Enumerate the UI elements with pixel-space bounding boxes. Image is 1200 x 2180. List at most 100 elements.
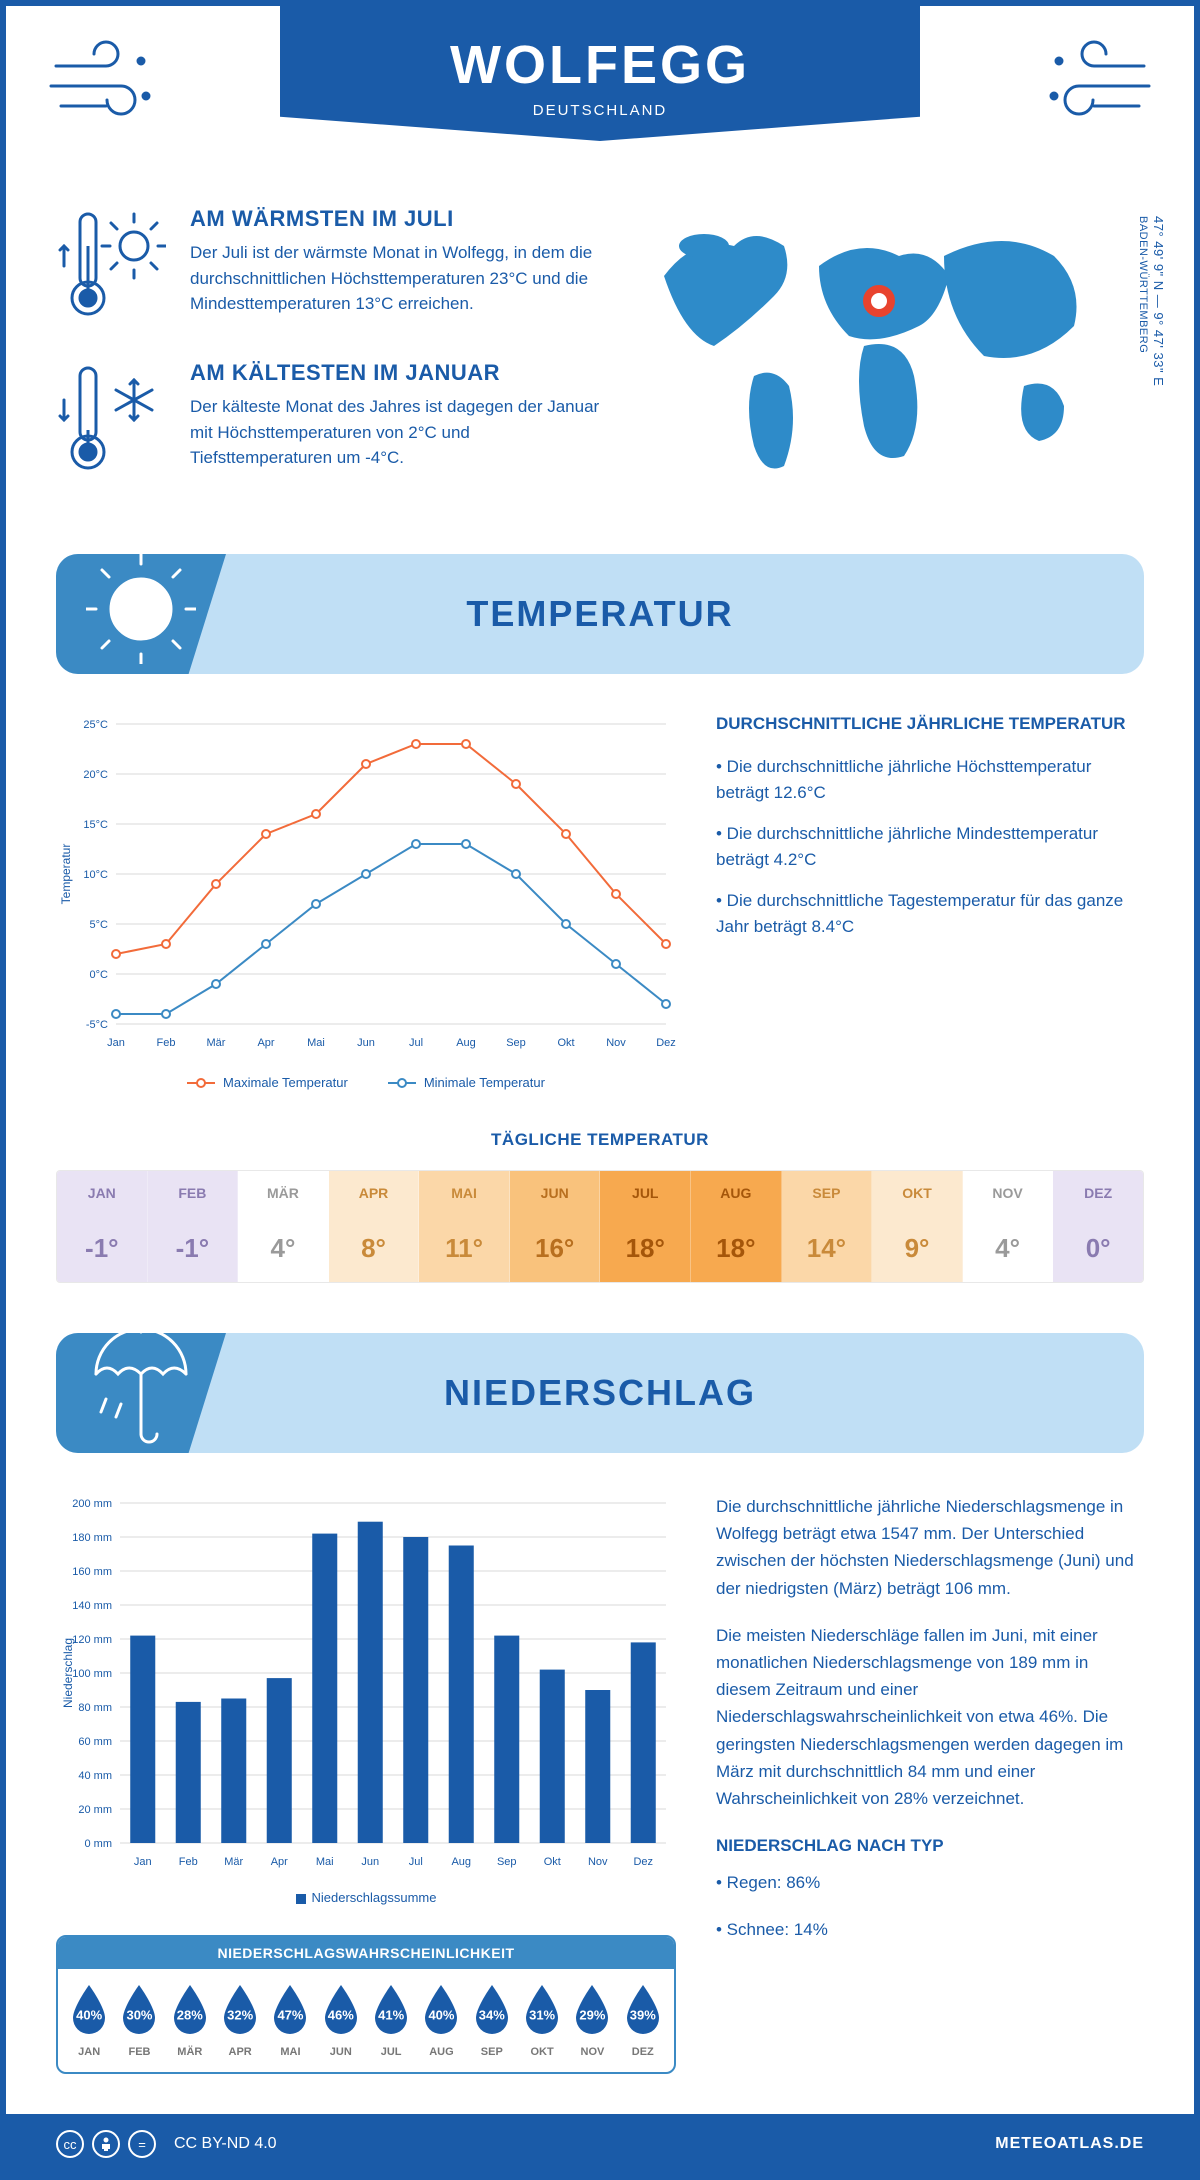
svg-text:Mai: Mai <box>307 1037 325 1049</box>
coordinates: 47° 49' 9" N — 9° 47' 33" E BADEN-WÜRTTE… <box>1136 216 1166 386</box>
section-title-temperature: TEMPERATUR <box>466 593 733 635</box>
prob-item: 34% SEP <box>467 1983 517 2058</box>
thermometer-snow-icon <box>56 360 166 480</box>
infographic-frame: WOLFEGG DEUTSCHLAND AM WÄRMSTEN IM JULI … <box>0 0 1200 2180</box>
svg-text:Dez: Dez <box>656 1037 676 1049</box>
daily-cell: MAI11° <box>419 1171 510 1282</box>
svg-text:80 mm: 80 mm <box>78 1702 112 1714</box>
svg-text:Apr: Apr <box>257 1037 274 1049</box>
svg-text:Jul: Jul <box>409 1037 423 1049</box>
temp-bullet-2: • Die durchschnittliche jährliche Mindes… <box>716 821 1144 872</box>
page-footer: cc = CC BY-ND 4.0 METEOATLAS.DE <box>6 2114 1194 2174</box>
cc-nd-icon: = <box>128 2130 156 2158</box>
precip-para-2: Die meisten Niederschläge fallen im Juni… <box>716 1622 1144 1812</box>
svg-text:Niederschlag: Niederschlag <box>61 1638 75 1708</box>
svg-text:120 mm: 120 mm <box>72 1634 112 1646</box>
daily-cell: NOV4° <box>963 1171 1054 1282</box>
temp-bullet-3: • Die durchschnittliche Tagestemperatur … <box>716 888 1144 939</box>
site-name: METEOATLAS.DE <box>995 2135 1144 2153</box>
page-title: WOLFEGG <box>280 34 920 96</box>
prob-item: 41% JUL <box>366 1983 416 2058</box>
svg-text:5°C: 5°C <box>90 919 109 931</box>
prob-item: 39% DEZ <box>618 1983 668 2058</box>
temp-bullet-1: • Die durchschnittliche jährliche Höchst… <box>716 754 1144 805</box>
cc-by-icon <box>92 2130 120 2158</box>
svg-text:Sep: Sep <box>506 1037 526 1049</box>
svg-text:Jun: Jun <box>357 1037 375 1049</box>
daily-cell: JUN16° <box>510 1171 601 1282</box>
license-text: CC BY-ND 4.0 <box>174 2135 277 2153</box>
climate-facts: AM WÄRMSTEN IM JULI Der Juli ist der wär… <box>56 206 604 514</box>
daily-temp-table: JAN-1°FEB-1°MÄR4°APR8°MAI11°JUN16°JUL18°… <box>56 1170 1144 1283</box>
title-banner: WOLFEGG DEUTSCHLAND <box>280 6 920 141</box>
fact-warmest: AM WÄRMSTEN IM JULI Der Juli ist der wär… <box>56 206 604 326</box>
fact-coldest: AM KÄLTESTEN IM JANUAR Der kälteste Mona… <box>56 360 604 480</box>
prob-item: 30% FEB <box>114 1983 164 2058</box>
prob-item: 31% OKT <box>517 1983 567 2058</box>
wind-icon-right <box>1034 36 1154 141</box>
world-map: 47° 49' 9" N — 9° 47' 33" E BADEN-WÜRTTE… <box>644 206 1144 514</box>
cc-icon: cc <box>56 2130 84 2158</box>
daily-cell: MÄR4° <box>238 1171 329 1282</box>
precipitation-content-row: 0 mm20 mm40 mm60 mm80 mm100 mm120 mm140 … <box>56 1493 1144 2074</box>
temperature-content-row: -5°C0°C5°C10°C15°C20°C25°CJanFebMärAprMa… <box>56 714 1144 1090</box>
prob-box-title: NIEDERSCHLAGSWAHRSCHEINLICHKEIT <box>58 1937 674 1969</box>
section-title-precipitation: NIEDERSCHLAG <box>444 1372 756 1414</box>
daily-cell: JUL18° <box>600 1171 691 1282</box>
temperature-line-chart: -5°C0°C5°C10°C15°C20°C25°CJanFebMärAprMa… <box>56 714 676 1090</box>
page-subtitle: DEUTSCHLAND <box>280 102 920 119</box>
svg-text:-5°C: -5°C <box>86 1019 108 1031</box>
daily-cell: AUG18° <box>691 1171 782 1282</box>
svg-text:Mai: Mai <box>316 1856 334 1868</box>
line-chart-legend: Maximale Temperatur Minimale Temperatur <box>56 1075 676 1090</box>
svg-text:Okt: Okt <box>544 1856 561 1868</box>
svg-text:180 mm: 180 mm <box>72 1532 112 1544</box>
header-banner-wrap: WOLFEGG DEUTSCHLAND <box>6 6 1194 176</box>
precip-type-rain: • Regen: 86% <box>716 1869 1144 1896</box>
prob-item: 29% NOV <box>567 1983 617 2058</box>
svg-text:Jul: Jul <box>409 1856 423 1868</box>
section-header-precipitation: NIEDERSCHLAG <box>56 1333 1144 1453</box>
daily-cell: OKT9° <box>872 1171 963 1282</box>
svg-text:60 mm: 60 mm <box>78 1736 112 1748</box>
raindrop-icon: 28% <box>165 1983 215 2040</box>
svg-text:Okt: Okt <box>557 1037 574 1049</box>
svg-text:Temperatur: Temperatur <box>59 844 73 905</box>
raindrop-icon: 31% <box>517 1983 567 2040</box>
sun-icon <box>56 554 226 674</box>
svg-text:Feb: Feb <box>179 1856 198 1868</box>
svg-text:0°C: 0°C <box>90 969 109 981</box>
raindrop-icon: 40% <box>64 1983 114 2040</box>
precip-para-1: Die durchschnittliche jährliche Niedersc… <box>716 1493 1144 1602</box>
prob-item: 32% APR <box>215 1983 265 2058</box>
svg-text:Jun: Jun <box>361 1856 379 1868</box>
raindrop-icon: 41% <box>366 1983 416 2040</box>
wind-icon-left <box>46 36 166 141</box>
daily-cell: DEZ0° <box>1053 1171 1143 1282</box>
bar-chart-legend: Niederschlagssumme <box>56 1890 676 1905</box>
svg-text:25°C: 25°C <box>83 719 108 731</box>
svg-text:Mär: Mär <box>224 1856 243 1868</box>
daily-cell: SEP14° <box>782 1171 873 1282</box>
coord-text: 47° 49' 9" N — 9° 47' 33" E <box>1151 216 1166 386</box>
prob-item: 40% AUG <box>416 1983 466 2058</box>
raindrop-icon: 30% <box>114 1983 164 2040</box>
temp-summary-heading: DURCHSCHNITTLICHE JÄHRLICHE TEMPERATUR <box>716 714 1144 734</box>
fact-warm-title: AM WÄRMSTEN IM JULI <box>190 206 604 232</box>
svg-text:20 mm: 20 mm <box>78 1804 112 1816</box>
prob-item: 28% MÄR <box>165 1983 215 2058</box>
region-text: BADEN-WÜRTTEMBERG <box>1137 216 1149 353</box>
precipitation-left-column: 0 mm20 mm40 mm60 mm80 mm100 mm120 mm140 … <box>56 1493 676 2074</box>
svg-text:Dez: Dez <box>633 1856 653 1868</box>
daily-cell: JAN-1° <box>57 1171 148 1282</box>
precipitation-bar-chart: 0 mm20 mm40 mm60 mm80 mm100 mm120 mm140 … <box>56 1493 676 1905</box>
prob-item: 46% JUN <box>316 1983 366 2058</box>
raindrop-icon: 39% <box>618 1983 668 2040</box>
daily-cell: FEB-1° <box>148 1171 239 1282</box>
svg-text:200 mm: 200 mm <box>72 1498 112 1510</box>
temperature-summary: DURCHSCHNITTLICHE JÄHRLICHE TEMPERATUR •… <box>716 714 1144 1090</box>
svg-text:Feb: Feb <box>157 1037 176 1049</box>
precip-type-heading: NIEDERSCHLAG NACH TYP <box>716 1832 1144 1859</box>
legend-max: Maximale Temperatur <box>223 1075 348 1090</box>
bar-legend-label: Niederschlagssumme <box>312 1890 437 1905</box>
